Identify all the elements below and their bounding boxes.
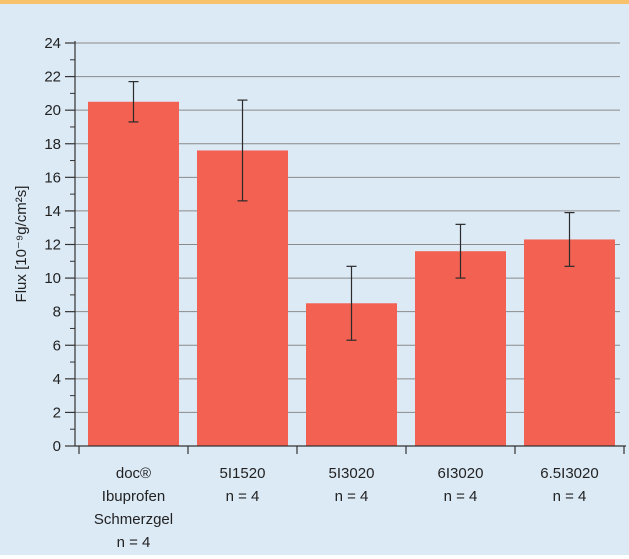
x-tick-label: Ibuprofen [102,488,165,505]
y-tick-label: 14 [44,203,61,220]
y-tick-label: 6 [53,337,61,354]
x-tick-label: 6.5I3020 [540,465,598,482]
y-tick-label: 20 [44,102,61,119]
bars [88,101,615,446]
x-tick-label: 5I1520 [220,465,266,482]
x-tick-label: Schmerzgel [94,511,173,528]
x-tick-label: 5I3020 [329,465,375,482]
bar [88,101,179,446]
y-tick-label: 12 [44,237,61,254]
y-axis-title: Flux [10⁻⁹g/cm²s] [13,186,30,303]
x-tick-label: n = 4 [117,534,151,551]
y-tick-label: 8 [53,304,61,321]
error-bars [128,81,575,341]
y-tick-label: 22 [44,69,61,86]
x-tick-label: n = 4 [226,488,260,505]
y-tick-label: 2 [53,404,61,421]
bar-chart: 024681012141618202224doc®IbuprofenSchmer… [13,35,626,551]
y-tick-label: 4 [53,371,61,388]
x-tick-label: n = 4 [553,488,587,505]
y-tick-label: 16 [44,169,61,186]
y-tick-label: 18 [44,136,61,153]
x-tick-label: n = 4 [444,488,478,505]
tick-labels: 024681012141618202224doc®IbuprofenSchmer… [44,35,598,551]
bar [415,251,506,446]
x-tick-label: 6I3020 [438,465,484,482]
axes [65,41,626,454]
y-tick-label: 24 [44,35,61,52]
x-tick-label: n = 4 [335,488,369,505]
bar [524,239,615,446]
x-tick-label: doc® [116,465,151,482]
y-tick-label: 10 [44,270,61,287]
y-tick-label: 0 [53,438,61,455]
